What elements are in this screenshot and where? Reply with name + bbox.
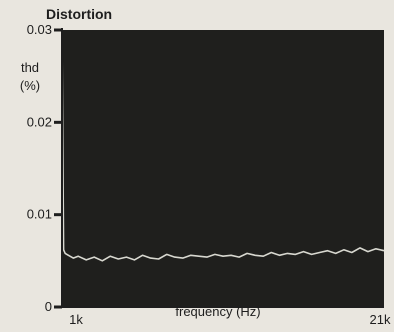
y-tick-label: 0.03	[27, 22, 52, 37]
series-group	[61, 34, 385, 262]
y-axis-label-line: (%)	[20, 78, 40, 93]
y-tick-label: 0	[45, 299, 52, 314]
x-tick-label: 21k	[370, 312, 391, 327]
x-ticks: 1k 21k	[69, 312, 391, 327]
y-tick-label: 0.02	[27, 114, 52, 129]
y-axis-label-line: thd	[21, 60, 39, 75]
y-tick-label: 0.01	[27, 207, 52, 222]
plot-area	[62, 30, 384, 307]
series-line-0	[61, 34, 385, 262]
x-tick-label: 1k	[69, 312, 83, 327]
x-axis-label: frequency (Hz)	[175, 304, 260, 319]
chart-title: Distortion	[46, 6, 112, 22]
y-axis-label: thd (%)	[20, 60, 40, 93]
y-ticks: 0 0.01 0.02 0.03	[27, 22, 62, 314]
